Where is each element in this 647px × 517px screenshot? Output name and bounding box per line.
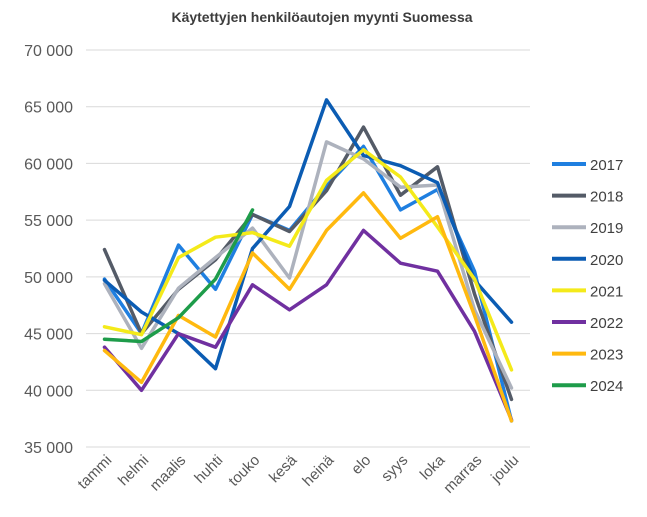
x-tick-label: maalis <box>147 452 190 495</box>
series-line-2022 <box>102 228 514 422</box>
legend-item-2023: 2023 <box>552 347 623 364</box>
x-tick-label: heinä <box>299 451 337 489</box>
legend-item-2024: 2024 <box>552 378 623 395</box>
series-line-2023 <box>102 191 514 423</box>
legend-label: 2019 <box>590 220 623 237</box>
legend-item-2018: 2018 <box>552 189 623 206</box>
legend-label: 2022 <box>590 315 623 332</box>
x-tick-label: huhti <box>191 452 226 487</box>
chart-title: Käytettyjen henkilöautojen myynti Suomes… <box>171 9 472 25</box>
legend-label: 2020 <box>590 252 623 269</box>
y-tick-label: 50 000 <box>24 270 73 287</box>
legend-label: 2021 <box>590 283 623 300</box>
legend-item-2017: 2017 <box>552 157 623 174</box>
y-tick-label: 65 000 <box>24 100 73 117</box>
y-tick-label: 45 000 <box>24 327 73 344</box>
x-tick-label: kesä <box>266 451 301 486</box>
legend-item-2019: 2019 <box>552 220 623 237</box>
legend-label: 2024 <box>590 378 623 395</box>
y-tick-label: 60 000 <box>24 156 73 173</box>
x-tick-label: loka <box>417 451 449 483</box>
x-tick-label: syys <box>378 452 411 485</box>
x-tick-label: touko <box>225 452 263 490</box>
x-tick-label: marras <box>440 452 485 497</box>
gridlines <box>86 49 530 448</box>
legend: 2017 2018 2019 2020 2021 2022 2023 2024 <box>552 157 623 395</box>
x-tick-label: joulu <box>487 452 522 487</box>
y-tick-label: 70 000 <box>24 43 73 60</box>
legend-label: 2023 <box>590 347 623 364</box>
legend-item-2022: 2022 <box>552 315 623 332</box>
legend-label: 2018 <box>590 189 623 206</box>
y-tick-label: 40 000 <box>24 383 73 400</box>
x-tick-label: elo <box>348 452 374 478</box>
x-tick-label: tammi <box>74 452 115 493</box>
series-lines <box>102 98 514 423</box>
series-line-2024 <box>102 208 255 344</box>
legend-label: 2017 <box>590 157 623 174</box>
legend-item-2021: 2021 <box>552 283 623 300</box>
legend-item-2020: 2020 <box>552 252 623 269</box>
y-tick-label: 35 000 <box>24 440 73 457</box>
y-tick-label: 55 000 <box>24 213 73 230</box>
y-axis-ticks: 35 000 40 000 45 000 50 000 55 000 60 000 65 0… <box>24 43 73 457</box>
series-line-2018 <box>102 125 514 402</box>
